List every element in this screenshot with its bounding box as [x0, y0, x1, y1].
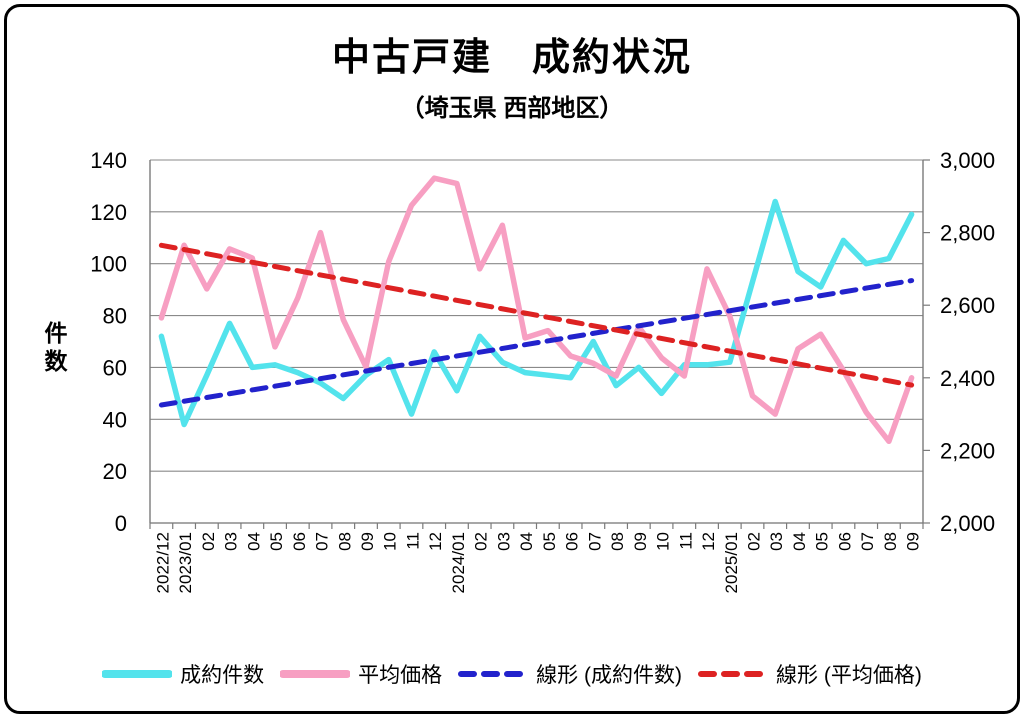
- y-right-tick-label: 2,000: [940, 511, 995, 536]
- legend-item-3: 線形 (平均価格): [698, 659, 922, 689]
- x-tick-label: 06: [563, 532, 582, 551]
- x-tick-label: 12: [699, 532, 718, 551]
- x-tick-label: 06: [835, 532, 854, 551]
- legend-line-swatch: [102, 670, 173, 678]
- x-tick-label: 02: [472, 532, 491, 551]
- x-tick-label: 04: [517, 532, 536, 551]
- y-left-tick-label: 20: [103, 459, 127, 484]
- x-tick-label: 02: [199, 532, 218, 551]
- x-tick-label: 12: [426, 532, 445, 551]
- x-tick-label: 10: [381, 532, 400, 551]
- x-tick-label: 2023/01: [176, 532, 195, 593]
- chart-outer-frame: [4, 4, 1020, 714]
- legend-label: 線形 (平均価格): [776, 664, 922, 687]
- x-tick-label: 09: [631, 532, 650, 551]
- y-right-tick-label: 2,200: [940, 438, 995, 463]
- x-tick-label: 2025/01: [722, 532, 741, 593]
- y-right-tick-label: 3,000: [940, 148, 995, 173]
- y-left-tick-label: 120: [90, 200, 127, 225]
- y-left-tick-label: 60: [103, 355, 127, 380]
- x-tick-label: 04: [244, 532, 263, 551]
- x-tick-label: 07: [313, 532, 332, 551]
- x-tick-label: 07: [858, 532, 877, 551]
- x-tick-label: 03: [222, 532, 241, 551]
- x-tick-label: 05: [540, 532, 559, 551]
- x-tick-label: 10: [654, 532, 673, 551]
- x-tick-label: 06: [290, 532, 309, 551]
- chart-legend: 成約件数 平均価格 線形 (成約件数) 線形 (平均価格): [0, 659, 1024, 689]
- y-left-tick-label: 40: [103, 407, 127, 432]
- x-tick-label: 05: [813, 532, 832, 551]
- x-tick-label: 05: [267, 532, 286, 551]
- legend-label: 成約件数: [180, 664, 265, 687]
- legend-item-0: 成約件数: [102, 659, 264, 689]
- x-tick-label: 08: [608, 532, 627, 551]
- trendline-contracts: [158, 278, 915, 408]
- x-tick-label: 2022/12: [153, 532, 172, 593]
- chart-title: 中古戸建 成約状況: [331, 37, 692, 79]
- y-right-tick-label: 2,400: [940, 366, 995, 391]
- legend-line-swatch: [280, 670, 351, 678]
- y-right-tick-label: 2,600: [940, 293, 995, 318]
- y-left-tick-label: 0: [115, 511, 127, 536]
- y-axis-title: 件: [45, 320, 68, 346]
- x-tick-label: 03: [494, 532, 513, 551]
- series-line-price: [158, 175, 915, 445]
- x-tick-label: 11: [676, 532, 695, 550]
- y-right-tick-label: 2,800: [940, 221, 995, 246]
- trendline-price: [158, 242, 915, 388]
- y-axis-title: 数: [45, 348, 69, 374]
- legend-dashed-line-swatch: [698, 671, 768, 677]
- legend-dashed-line-swatch: [458, 671, 529, 677]
- legend-item-2: 線形 (成約件数): [458, 659, 682, 689]
- y-left-tick-label: 100: [90, 252, 127, 277]
- chart-subtitle: （埼玉県 西部地区）: [400, 95, 624, 122]
- x-tick-label: 11: [403, 532, 422, 550]
- x-tick-label: 02: [744, 532, 763, 551]
- x-tick-label: 04: [790, 532, 809, 551]
- y-left-tick-label: 80: [103, 304, 127, 329]
- x-tick-label: 08: [881, 532, 900, 551]
- x-tick-label: 08: [335, 532, 354, 551]
- legend-label: 平均価格: [358, 664, 443, 687]
- x-tick-label: 2024/01: [449, 532, 468, 593]
- legend-label: 線形 (成約件数): [536, 664, 682, 687]
- x-tick-label: 09: [358, 532, 377, 551]
- x-tick-label: 03: [767, 532, 786, 551]
- chart-canvas: 0204060801001201402,0002,2002,4002,6002,…: [45, 148, 996, 593]
- y-left-tick-label: 140: [90, 148, 127, 173]
- x-tick-label: 07: [585, 532, 604, 551]
- x-tick-label: 09: [904, 532, 923, 551]
- series-line-contracts: [158, 198, 915, 428]
- legend-item-1: 平均価格: [280, 659, 442, 689]
